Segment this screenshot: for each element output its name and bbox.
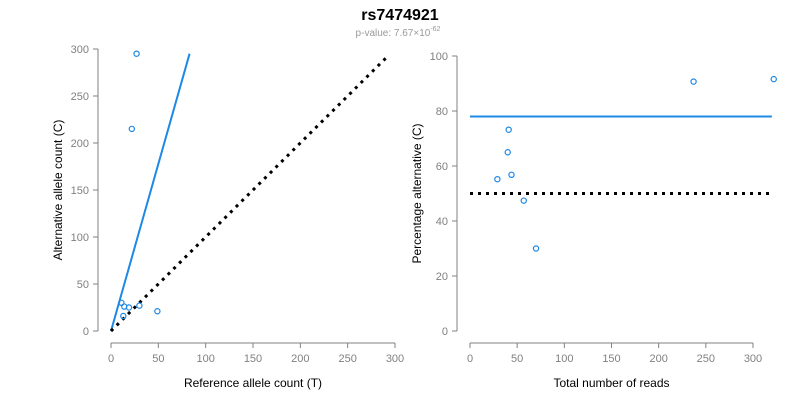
data-point [494,175,501,183]
subtitle-text: p-value: 7.67×10 [356,28,431,39]
y-tick-label: 60 [436,161,448,173]
data-point [520,197,527,204]
y-axis-label: Alternative allele count (C) [51,120,65,261]
x-axis-label: Total number of reads [553,376,669,390]
x-tick-label: 200 [291,353,309,365]
x-tick-label: 50 [511,353,523,365]
x-tick-label: 250 [338,353,356,365]
x-tick-label: 100 [555,353,573,365]
data-point [770,75,777,83]
x-tick-label: 0 [467,353,473,365]
x-tick-label: 150 [602,353,620,365]
panel-1: 0 50 100 150 200 250 300 0 50 100 150 200 250 300 Refe… [51,44,404,390]
panel-2: 0 50 100 150 200 250 300 0 20 40 60 80 100 Total numb… [410,51,777,390]
data-point [504,149,511,156]
data-point [154,308,161,315]
y-tick-label: 80 [436,106,448,118]
y-axis-label: Percentage alternative (C) [410,123,424,263]
x-tick-label: 150 [244,353,262,365]
x-axis-label: Reference allele count (T) [184,376,322,390]
y-tick-label: 250 [71,91,89,103]
x-tick-label: 0 [108,353,114,365]
y-tick-label: 300 [71,44,89,56]
chart-title: rs7474921 [361,7,439,24]
y-tick-label: 20 [436,271,448,283]
data-point [120,312,127,320]
reference-line [109,55,389,333]
subtitle-exponent: -62 [430,26,440,33]
x-tick-label: 250 [697,353,715,365]
y-tick-label: 0 [442,326,448,338]
y-tick-label: 0 [83,326,89,338]
data-point [505,126,512,133]
data-point [690,78,697,85]
y-tick-label: 40 [436,216,448,228]
y-tick-label: 50 [77,279,89,291]
fit-line [110,53,191,332]
data-point [133,50,140,57]
data-point [508,171,515,178]
data-point [125,304,133,311]
chart-subtitle: p-value: 7.67×10-62 [356,26,441,39]
y-tick-label: 100 [430,51,448,63]
x-tick-label: 300 [386,353,404,365]
data-point [532,245,540,252]
x-tick-label: 100 [196,353,214,365]
y-tick-label: 200 [71,138,89,150]
data-point [128,125,136,133]
y-tick-label: 100 [71,232,89,244]
x-tick-label: 300 [744,353,762,365]
x-tick-label: 200 [649,353,667,365]
data-point [136,302,143,309]
y-tick-label: 150 [71,185,89,197]
x-tick-label: 50 [152,353,164,365]
